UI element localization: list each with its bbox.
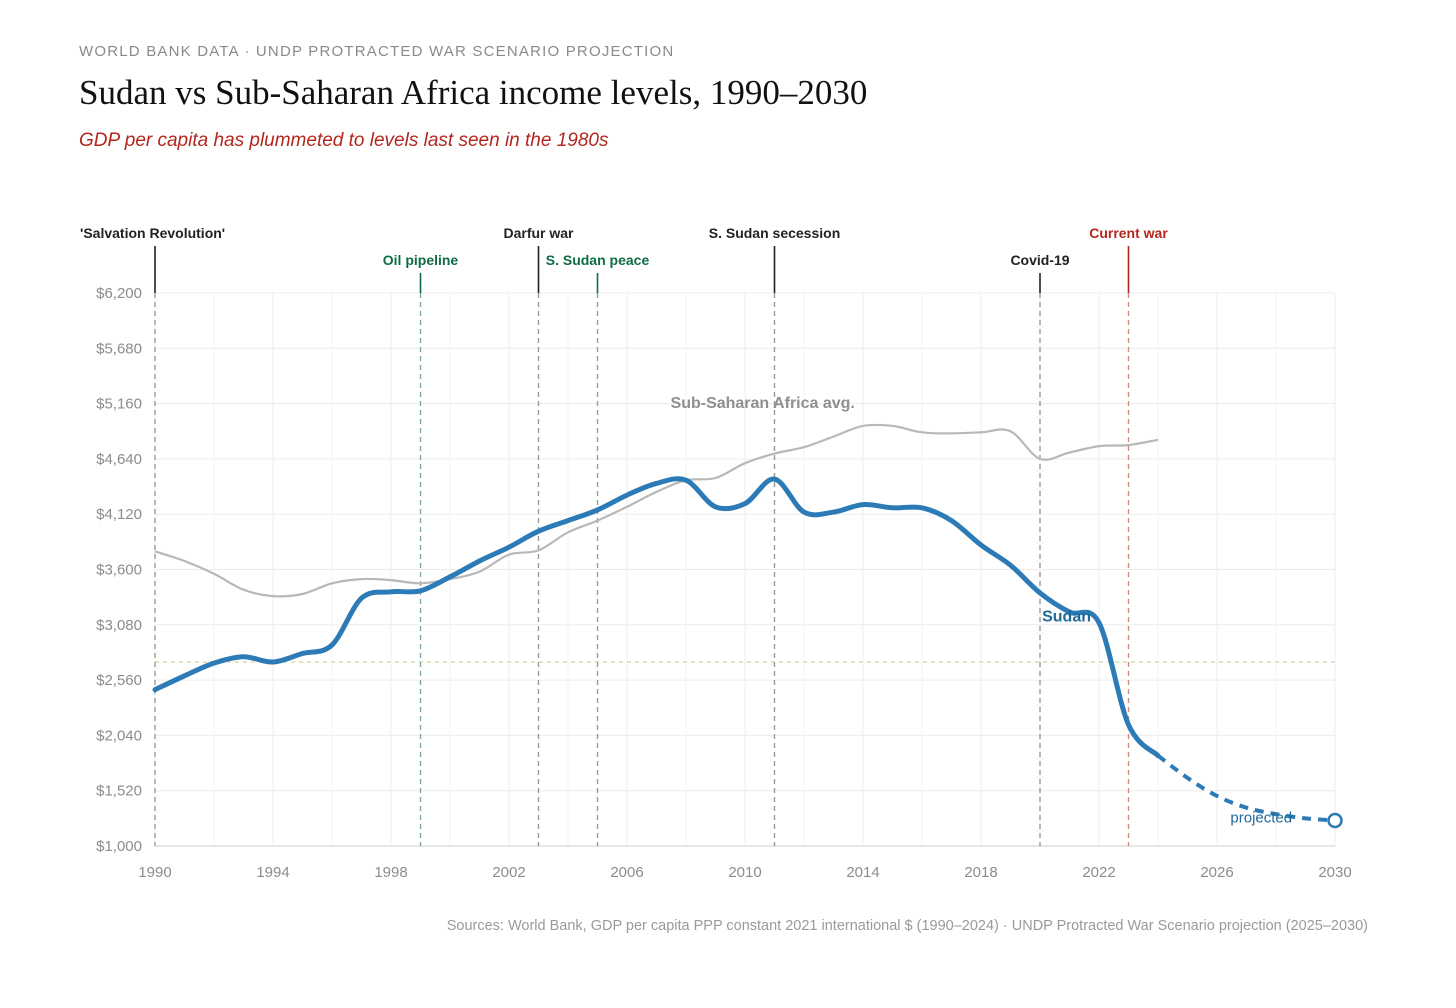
y-tick-label-9: $5,680 [96,340,142,357]
chart-subtitle: GDP per capita has plummeted to levels l… [79,130,609,151]
x-tick-label-3: 2002 [492,864,525,881]
series-label-sudan: Sudan [1042,609,1091,626]
series-label-ssa: Sub-Saharan Africa avg. [671,395,855,412]
series-label-projected: projected [1230,810,1292,827]
x-tick-label-0: 1990 [138,864,171,881]
projection-endpoint-marker [1327,812,1343,829]
chart-title: Sudan vs Sub-Saharan Africa income level… [79,73,868,112]
x-tick-label-4: 2006 [610,864,643,881]
y-tick-label-7: $4,640 [96,451,142,468]
event-label-5: Covid-19 [1010,252,1069,268]
event-label-3: S. Sudan peace [546,252,650,268]
y-tick-label-6: $4,120 [96,506,142,523]
series-line-ssa [154,423,1159,598]
source-note: Sources: World Bank, GDP per capita PPP … [446,918,1368,934]
event-label-1: Oil pipeline [383,252,459,268]
y-tick-label-8: $5,160 [96,396,142,413]
y-tick-label-4: $3,080 [96,617,142,634]
x-tick-label-5: 2010 [728,864,761,881]
y-tick-label-2: $2,040 [96,727,142,744]
x-tick-label-6: 2014 [846,864,879,881]
x-tick-label-7: 2018 [964,864,997,881]
y-tick-label-0: $1,000 [96,838,142,855]
grid-lines [154,292,1336,847]
series-line-sudan-projected [1156,754,1336,823]
x-tick-label-2: 1998 [374,864,407,881]
y-tick-label-3: $2,560 [96,672,142,689]
event-label-0: 'Salvation Revolution' [80,225,225,241]
series-lines [152,423,1343,829]
y-tick-label-5: $3,600 [96,562,142,579]
event-label-6: Current war [1089,225,1168,241]
event-label-4: S. Sudan secession [709,225,841,241]
chart-eyebrow: WORLD BANK DATA · UNDP PROTRACTED WAR SC… [79,43,675,60]
event-markers: 'Salvation Revolution' Oil pipeline Darfur… [80,225,1168,846]
x-tick-label-10: 2030 [1318,864,1351,881]
y-tick-label-10: $6,200 [96,285,142,302]
axis-tick-labels: $1,000 $1,520 $2,040 $2,560 $3,080 $3,600 $4,1… [96,285,1352,881]
series-labels: Sub-Saharan Africa avg. Sudan projected [671,395,1293,827]
x-tick-label-8: 2022 [1082,864,1115,881]
y-tick-label-1: $1,520 [96,783,142,800]
x-tick-label-9: 2026 [1200,864,1233,881]
series-line-sudan [152,476,1161,759]
x-tick-label-1: 1994 [256,864,289,881]
event-label-2: Darfur war [503,225,574,241]
